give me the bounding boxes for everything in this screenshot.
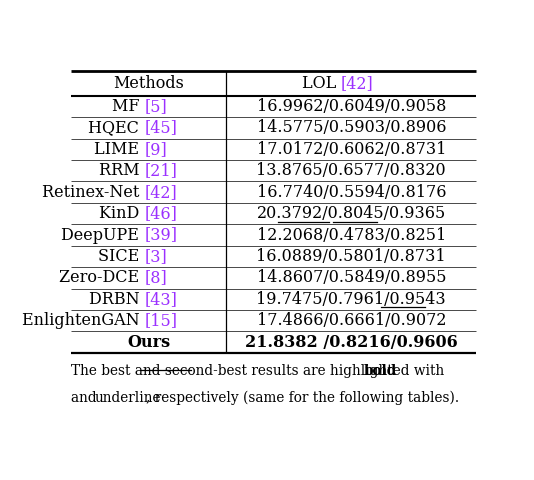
- Text: [39]: [39]: [144, 227, 177, 243]
- Text: [43]: [43]: [144, 291, 177, 308]
- Text: EnlightenGAN: EnlightenGAN: [21, 312, 144, 329]
- Text: 17.4866/0.6661/0.9072: 17.4866/0.6661/0.9072: [256, 312, 446, 329]
- Text: 20.3792/0.8045/0.9365: 20.3792/0.8045/0.9365: [257, 205, 446, 222]
- Text: [8]: [8]: [144, 269, 167, 287]
- Text: , respectively (same for the following tables).: , respectively (same for the following t…: [146, 391, 459, 405]
- Text: [15]: [15]: [144, 312, 177, 329]
- Text: DRBN: DRBN: [89, 291, 144, 308]
- Text: KinD: KinD: [99, 205, 144, 222]
- Text: [21]: [21]: [144, 162, 177, 179]
- Text: [5]: [5]: [144, 98, 167, 115]
- Text: 16.0889/0.5801/0.8731: 16.0889/0.5801/0.8731: [256, 248, 446, 265]
- Text: Methods: Methods: [113, 74, 184, 92]
- Text: 16.7740/0.5594/0.8176: 16.7740/0.5594/0.8176: [256, 184, 446, 201]
- Text: HQEC: HQEC: [88, 120, 144, 136]
- Text: 17.0172/0.6062/0.8731: 17.0172/0.6062/0.8731: [256, 141, 446, 158]
- Text: RRM: RRM: [99, 162, 144, 179]
- Text: 14.8607/0.5849/0.8955: 14.8607/0.5849/0.8955: [256, 269, 446, 287]
- Text: and: and: [71, 391, 101, 405]
- Text: 12.2068/0.4783/0.8251: 12.2068/0.4783/0.8251: [257, 227, 446, 243]
- Text: bold: bold: [364, 364, 397, 378]
- Text: 14.5775/0.5903/0.8906: 14.5775/0.5903/0.8906: [256, 120, 446, 136]
- Text: 16.9962/0.6049/0.9058: 16.9962/0.6049/0.9058: [256, 98, 446, 115]
- Text: 13.8765/0.6577/0.8320: 13.8765/0.6577/0.8320: [256, 162, 446, 179]
- Text: Zero-DCE: Zero-DCE: [59, 269, 144, 287]
- Text: [45]: [45]: [144, 120, 177, 136]
- Text: underline: underline: [94, 391, 161, 405]
- Text: SICE: SICE: [98, 248, 144, 265]
- Text: [3]: [3]: [144, 248, 167, 265]
- Text: [42]: [42]: [144, 184, 177, 201]
- Text: [46]: [46]: [144, 205, 177, 222]
- Text: Retinex-Net: Retinex-Net: [42, 184, 144, 201]
- Text: LOL: LOL: [302, 74, 341, 92]
- Text: 21.8382 /0.8216/0.9606: 21.8382 /0.8216/0.9606: [245, 334, 458, 351]
- Text: Ours: Ours: [127, 334, 170, 351]
- Text: [9]: [9]: [144, 141, 167, 158]
- Text: DeepUPE: DeepUPE: [61, 227, 144, 243]
- Text: 19.7475/0.7961/0.9543: 19.7475/0.7961/0.9543: [256, 291, 446, 308]
- Text: The best and second-best results are highlighted with: The best and second-best results are hig…: [71, 364, 449, 378]
- Text: MF: MF: [112, 98, 144, 115]
- Text: LIME: LIME: [94, 141, 144, 158]
- Text: [42]: [42]: [341, 74, 374, 92]
